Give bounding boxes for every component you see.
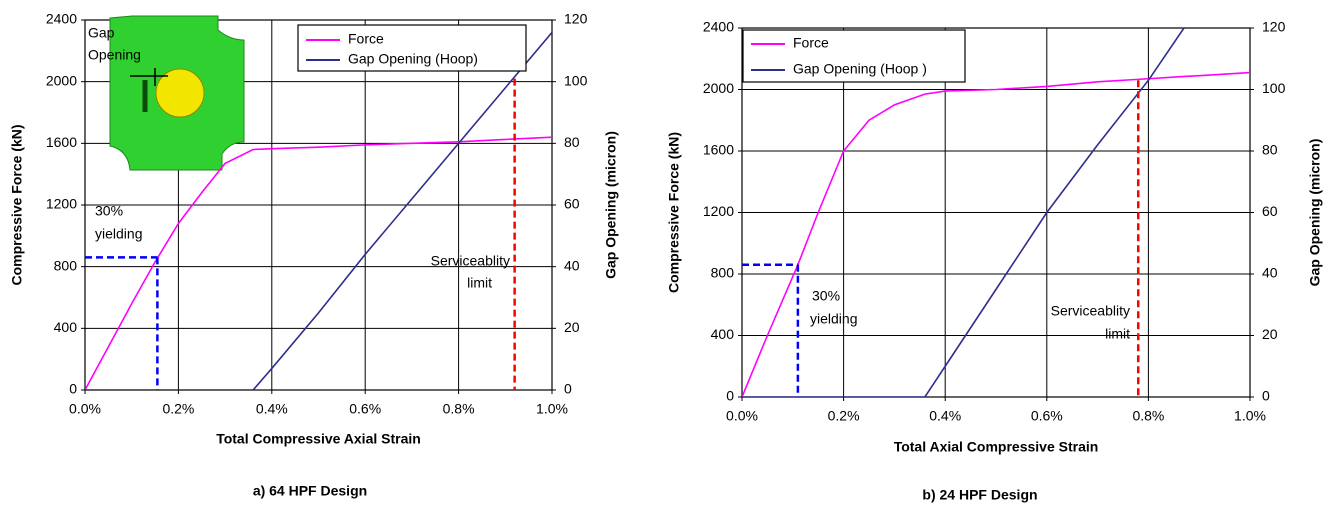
x-tick-label: 0.8% [1132, 408, 1164, 424]
x-tick-label: 0.4% [929, 408, 961, 424]
annotation-text: yielding [810, 311, 857, 327]
chart-caption: a) 64 HPF Design [253, 483, 367, 499]
x-tick-label: 0.4% [256, 401, 288, 417]
y-tick-label: 400 [711, 326, 735, 342]
series-line [742, 28, 1185, 397]
y-tick-label: 1600 [703, 142, 734, 158]
series-line [85, 31, 552, 390]
y2-tick-label: 80 [564, 134, 580, 150]
y-tick-label: 2400 [46, 11, 77, 27]
y2-tick-label: 100 [1262, 80, 1286, 96]
y2-tick-label: 0 [1262, 388, 1270, 404]
y-tick-label: 2000 [703, 80, 734, 96]
legend-label: Gap Opening (Hoop ) [793, 61, 927, 77]
x-tick-label: 0.8% [443, 401, 475, 417]
x-tick-label: 0.2% [828, 408, 860, 424]
y-axis-label: Compressive Force (kN) [666, 132, 682, 293]
x-tick-label: 0.0% [69, 401, 101, 417]
y2-axis-label: Gap Opening (micron) [1307, 139, 1323, 287]
x-tick-label: 0.6% [1031, 408, 1063, 424]
plot-border [84, 19, 553, 391]
y-axis-label: Compressive Force (kN) [9, 124, 25, 285]
annotation-text: Serviceablity [1051, 303, 1130, 319]
y2-tick-label: 60 [1262, 203, 1278, 219]
y2-tick-label: 40 [564, 257, 580, 273]
x-tick-label: 0.6% [349, 401, 381, 417]
y-tick-label: 1600 [46, 134, 77, 150]
inset-diagram [109, 15, 245, 171]
y-tick-label: 0 [726, 388, 734, 404]
x-tick-label: 0.2% [162, 401, 194, 417]
legend-label: Force [793, 35, 829, 51]
annotation-text: 30% [95, 203, 123, 219]
y2-tick-label: 40 [1262, 265, 1278, 281]
legend-box [297, 24, 527, 72]
legend-box [742, 29, 966, 83]
y2-tick-label: 100 [564, 72, 588, 88]
y2-tick-label: 60 [564, 196, 580, 212]
y-tick-label: 1200 [46, 196, 77, 212]
y2-tick-label: 20 [1262, 326, 1278, 342]
y-tick-label: 0 [69, 381, 77, 397]
y2-tick-label: 80 [1262, 142, 1278, 158]
y-tick-label: 800 [711, 265, 735, 281]
annotation-text: limit [1105, 326, 1130, 342]
x-tick-label: 1.0% [1234, 408, 1266, 424]
x-axis-label: Total Axial Compressive Strain [894, 439, 1099, 455]
y2-tick-label: 20 [564, 319, 580, 335]
annotation-text: Serviceablity [431, 253, 510, 269]
y-tick-label: 2000 [46, 72, 77, 88]
y-tick-label: 800 [54, 257, 78, 273]
plot-border [741, 27, 1251, 398]
legend-label: Gap Opening (Hoop) [348, 51, 478, 67]
inset-label: Gap [88, 25, 115, 41]
annotation-text: limit [467, 275, 492, 291]
y-tick-label: 2400 [703, 19, 734, 35]
legend-label: Force [348, 31, 384, 47]
annotation-text: yielding [95, 226, 142, 242]
y-tick-label: 400 [54, 319, 78, 335]
chart-caption: b) 24 HPF Design [922, 487, 1037, 503]
y2-tick-label: 0 [564, 381, 572, 397]
x-tick-label: 0.0% [726, 408, 758, 424]
y2-tick-label: 120 [1262, 19, 1286, 35]
series-line [742, 71, 1250, 397]
x-tick-label: 1.0% [536, 401, 568, 417]
x-axis-label: Total Compressive Axial Strain [216, 431, 421, 447]
y2-axis-label: Gap Opening (micron) [603, 131, 619, 279]
y2-tick-label: 120 [564, 11, 588, 27]
inset-label: Opening [88, 47, 141, 63]
series-line [85, 136, 552, 390]
y-tick-label: 1200 [703, 203, 734, 219]
annotation-text: 30% [812, 288, 840, 304]
inset-hole [155, 68, 205, 118]
